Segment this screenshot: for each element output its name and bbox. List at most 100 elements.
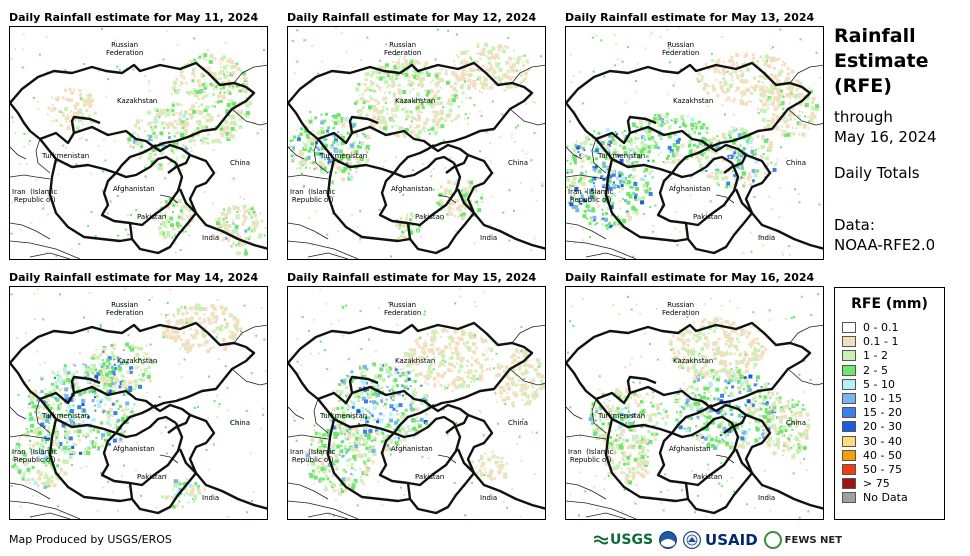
- panel-title: Daily Rainfall estimate for May 13, 2024: [565, 11, 815, 24]
- rainfall-map-canvas: [566, 27, 823, 259]
- legend-swatch: [842, 421, 856, 433]
- country-label-china: China: [786, 419, 806, 427]
- country-label-pakistan: Pakistan: [693, 213, 723, 221]
- country-label-iran: Iran (Islamic Republic of): [12, 188, 58, 204]
- minor-borders: [288, 324, 545, 519]
- legend-row: 30 - 40: [842, 435, 902, 448]
- legend-label: 0.1 - 1: [863, 335, 899, 349]
- rainfall-map-canvas: [566, 293, 823, 519]
- panel-title: Daily Rainfall estimate for May 15, 2024: [287, 271, 537, 284]
- minor-borders: [10, 324, 267, 519]
- country-label-russia: Russian Federation: [384, 301, 422, 317]
- country-label-turkmenistan: Turkmenistan: [320, 412, 368, 420]
- legend-row: 5 - 10: [842, 378, 895, 391]
- legend-swatch: [842, 336, 856, 348]
- rainfall-speckle-layer: [10, 287, 267, 519]
- legend-swatch: [842, 393, 856, 404]
- rainfall-map-canvas: [10, 287, 267, 519]
- rainfall-speckle-layer: [292, 287, 545, 518]
- country-label-india: India: [480, 494, 498, 502]
- country-label-iran: Iran (Islamic Republic of): [12, 448, 58, 464]
- rainfall-map-canvas: [288, 287, 545, 519]
- country-label-china: China: [508, 419, 528, 427]
- sidebar-title: Rainfall Estimate (RFE): [834, 25, 929, 97]
- legend-label: 20 - 30: [863, 420, 902, 434]
- country-label-pakistan: Pakistan: [693, 473, 723, 481]
- legend-row: 40 - 50: [842, 449, 902, 462]
- rainfall-map: Russian Federation Kazakhstan Turkmenistan…: [287, 26, 546, 260]
- country-label-pakistan: Pakistan: [137, 473, 167, 481]
- panel-title: Daily Rainfall estimate for May 11, 2024: [9, 11, 259, 24]
- country-label-turkmenistan: Turkmenistan: [42, 412, 90, 420]
- panel-title: Daily Rainfall estimate for May 14, 2024: [9, 271, 259, 284]
- legend-label: 30 - 40: [863, 434, 902, 448]
- legend-label: No Data: [863, 491, 908, 505]
- legend-label: 2 - 5: [863, 363, 888, 377]
- country-borders: [288, 61, 545, 255]
- country-label-russia: Russian Federation: [106, 301, 144, 317]
- minor-borders: [288, 64, 545, 259]
- legend-label: > 75: [863, 477, 890, 491]
- sidebar-data-label: Data:: [834, 216, 875, 234]
- country-label-afghanistan: Afghanistan: [391, 185, 433, 193]
- sidebar-through-date: May 16, 2024: [834, 128, 937, 146]
- country-borders: [288, 321, 545, 515]
- country-label-iran: Iran (Islamic Republic of): [568, 448, 614, 464]
- country-label-pakistan: Pakistan: [415, 473, 445, 481]
- rainfall-map: Russian Federation Kazakhstan Turkmenistan…: [9, 26, 268, 260]
- sidebar-through-label: through: [834, 108, 893, 126]
- country-label-kazakhstan: Kazakhstan: [395, 97, 436, 105]
- legend-row: 10 - 15: [842, 392, 902, 405]
- country-label-india: India: [758, 234, 776, 242]
- legend-swatch: [842, 364, 856, 376]
- country-label-india: India: [202, 234, 220, 242]
- country-label-kazakhstan: Kazakhstan: [117, 357, 158, 365]
- sidebar-data-source: NOAA-RFE2.0: [834, 236, 936, 254]
- country-borders: [566, 321, 823, 515]
- country-borders: [566, 61, 823, 255]
- country-label-turkmenistan: Turkmenistan: [42, 152, 90, 160]
- country-label-india: India: [480, 234, 498, 242]
- country-label-afghanistan: Afghanistan: [113, 445, 155, 453]
- country-label-iran: Iran (Islamic Republic of): [568, 188, 614, 204]
- country-label-afghanistan: Afghanistan: [669, 185, 711, 193]
- doi-logo-icon: [683, 531, 702, 549]
- minor-borders: [566, 64, 823, 259]
- country-label-india: India: [202, 494, 220, 502]
- country-label-turkmenistan: Turkmenistan: [320, 152, 368, 160]
- country-label-afghanistan: Afghanistan: [669, 445, 711, 453]
- country-label-china: China: [230, 159, 250, 167]
- legend-swatch: [842, 378, 856, 390]
- legend-swatch: [842, 435, 856, 447]
- legend-label: 5 - 10: [863, 377, 895, 391]
- country-borders: [10, 321, 267, 515]
- rainfall-map: Russian Federation Kazakhstan Turkmenistan…: [565, 286, 824, 520]
- legend-row: > 75: [842, 477, 890, 490]
- legend-swatch: [842, 350, 856, 362]
- rainfall-map: Russian Federation Kazakhstan Turkmenistan…: [9, 286, 268, 520]
- legend-row: 20 - 30: [842, 420, 902, 433]
- legend-label: 10 - 15: [863, 392, 902, 405]
- panel-title: Daily Rainfall estimate for May 12, 2024: [287, 11, 537, 24]
- legend-swatch: [842, 407, 856, 419]
- agency-logos: USGS USAID FEWS NET: [594, 528, 842, 552]
- rainfall-map: Russian Federation Kazakhstan Turkmenistan…: [287, 286, 546, 520]
- legend-swatch: [842, 464, 856, 475]
- legend-swatch: [842, 478, 856, 490]
- legend-swatch: [842, 322, 856, 333]
- minor-borders: [10, 64, 267, 259]
- legend-row: 50 - 75: [842, 463, 902, 476]
- usgs-wave-icon: [594, 535, 608, 545]
- credit-text: Map Produced by USGS/EROS: [9, 533, 172, 546]
- rainfall-map: Russian Federation Kazakhstan Turkmenistan…: [565, 26, 824, 260]
- legend-row: 15 - 20: [842, 406, 902, 419]
- rainfall-speckle-layer: [10, 27, 267, 258]
- country-label-india: India: [758, 494, 776, 502]
- usgs-logo-text: USGS: [610, 532, 654, 548]
- noaa-logo-icon: [659, 531, 678, 549]
- country-label-turkmenistan: Turkmenistan: [598, 412, 646, 420]
- country-label-russia: Russian Federation: [384, 41, 422, 57]
- country-label-china: China: [230, 419, 250, 427]
- fewsnet-ring-icon: [763, 531, 782, 549]
